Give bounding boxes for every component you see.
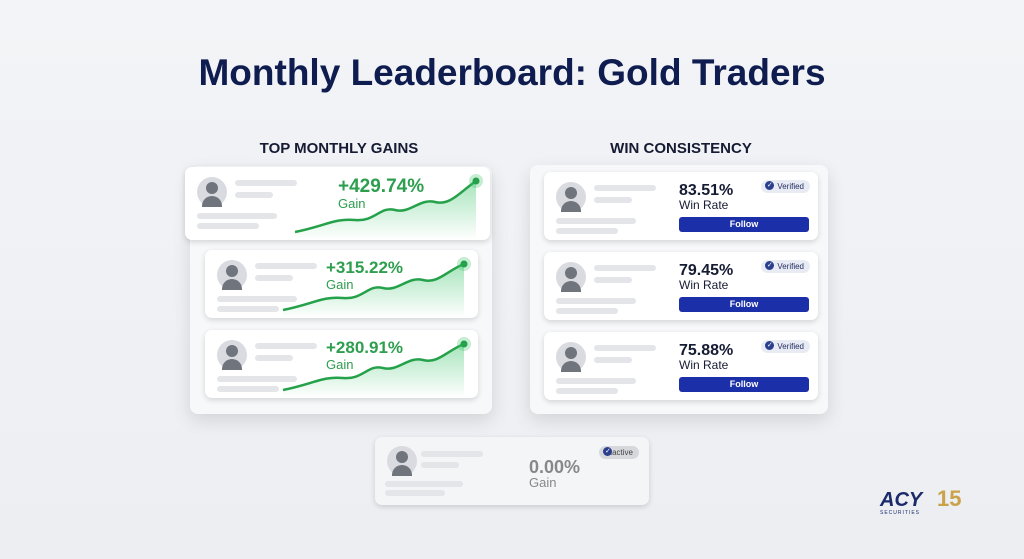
placeholder [594,265,656,271]
placeholder [197,213,277,219]
win-card: 75.88%Win Rate Verified Follow [544,332,818,400]
follow-button[interactable]: Follow [679,217,809,232]
avatar [197,177,227,207]
placeholder [217,386,279,392]
gain-value: +280.91% [326,338,404,357]
placeholder [255,263,317,269]
win-card: 83.51%Win Rate Verified Follow [544,172,818,240]
gain-value: +315.22% [326,258,404,277]
placeholder [594,197,632,203]
avatar [556,262,586,292]
follow-button[interactable]: Follow [679,377,809,392]
logo-brand: ACY [880,489,923,511]
verified-badge: Verified [761,180,810,193]
follow-button[interactable]: Follow [679,297,809,312]
placeholder [217,296,297,302]
win-rate-value: 79.45% [679,262,734,279]
placeholder [255,343,317,349]
win-card: 79.45%Win Rate Verified Follow [544,252,818,320]
gain-label: Gain [338,196,366,211]
placeholder [235,180,297,186]
win-rate-label: Win Rate [679,278,729,292]
gain-card: +315.22% Gain [205,250,478,318]
avatar [217,260,247,290]
placeholder [556,218,636,224]
verified-badge: Verified [761,340,810,353]
placeholder [556,378,636,384]
logo-sub: SECURITIES [880,510,921,516]
gain-label: Gain [529,475,557,490]
avatar [556,342,586,372]
gain-value: +429.74% [338,176,425,197]
sparkline [282,337,471,398]
placeholder [255,355,293,361]
verified-badge: Verified [761,260,810,273]
gain-label: Gain [326,277,354,292]
inactive-card: Inactive 0.00% Gain [375,437,649,505]
sparkline [282,257,471,318]
section-heading: WIN CONSISTENCY [610,140,752,157]
placeholder [594,357,632,363]
gain-label: Gain [326,357,354,372]
avatar [217,340,247,370]
status-badge: Inactive [599,446,639,459]
section-heading: TOP MONTHLY GAINS [259,140,419,157]
placeholder [594,185,656,191]
placeholder [556,388,618,394]
avatar [556,182,586,212]
placeholder [197,223,259,229]
placeholder [217,376,297,382]
placeholder [556,308,618,314]
placeholder [594,345,656,351]
gain-card: +280.91% Gain [205,330,478,398]
win-rate-label: Win Rate [679,198,729,212]
win-rate-value: 75.88% [679,342,734,359]
sparkline [294,174,483,240]
placeholder [217,306,279,312]
title: Monthly Leaderboard: Gold Traders [198,52,826,93]
gain-card: +429.74% Gain [185,167,490,240]
gain-value: 0.00% [529,457,581,477]
win-rate-label: Win Rate [679,358,729,372]
placeholder [235,192,273,198]
placeholder [255,275,293,281]
placeholder [594,277,632,283]
placeholder [556,298,636,304]
logo-years: 15 [937,486,962,511]
placeholder [556,228,618,234]
win-rate-value: 83.51% [679,182,734,199]
